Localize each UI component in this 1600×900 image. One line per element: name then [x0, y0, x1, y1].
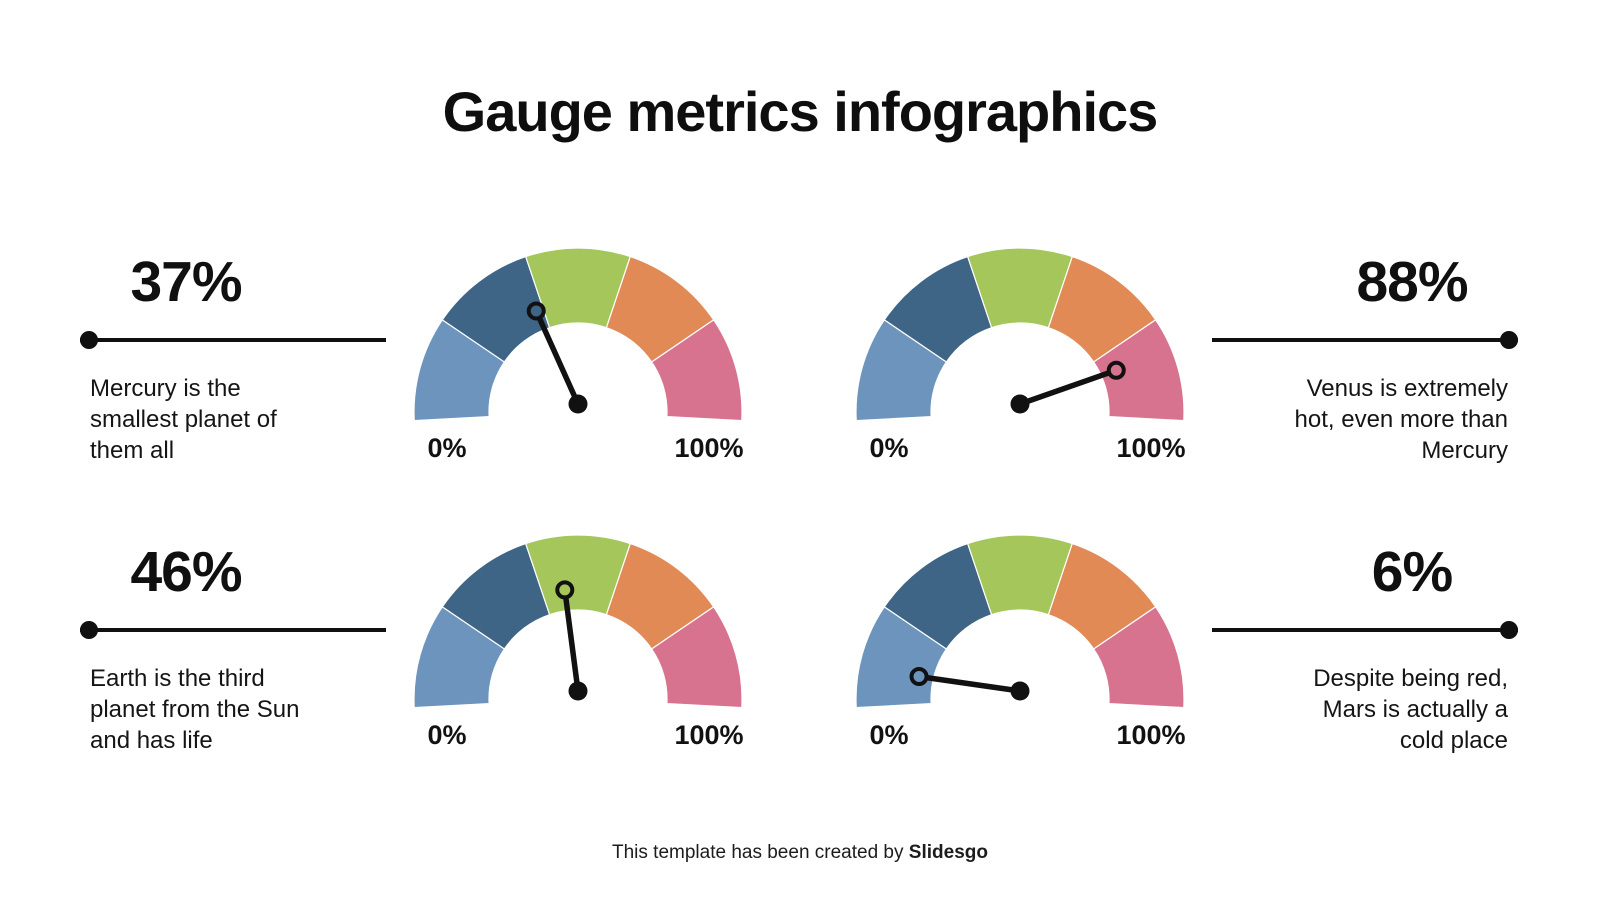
stat-divider-dot — [1500, 331, 1518, 349]
stat-value: 37% — [130, 250, 242, 314]
gauge-max-label: 100% — [1116, 433, 1185, 463]
stat-value: 6% — [1371, 540, 1453, 604]
gauge-chart-venus: 0% 100% — [855, 247, 1186, 463]
footer-text: This template has been created by — [612, 842, 909, 863]
stat-divider — [1212, 621, 1518, 639]
footer-brand: Slidesgo — [908, 842, 988, 863]
gauge-segment-pink — [650, 318, 743, 422]
stat-divider — [80, 621, 386, 639]
gauge-needle-pivot-icon — [568, 681, 588, 701]
gauge-needle-pivot-icon — [1010, 681, 1030, 701]
gauge-needle-pivot-icon — [568, 394, 588, 414]
gauge-needle-line — [536, 315, 581, 407]
gauge-needle-tip-icon — [555, 580, 575, 600]
stat-divider — [80, 331, 386, 349]
stat-divider-dot — [1500, 621, 1518, 639]
gauge-segment-pink — [650, 605, 743, 709]
gauge-chart-mercury: 0% 100% — [413, 247, 744, 463]
stat-divider-dot — [80, 331, 98, 349]
stat-divider-dot — [80, 621, 98, 639]
gauge-min-label: 0% — [427, 433, 466, 463]
stat-block-earth: 46% Earth is the third planet from the S… — [80, 544, 386, 756]
gauge-needle-tip-icon — [909, 667, 929, 687]
gauge-min-label: 0% — [869, 720, 908, 750]
gauge-needle-pivot-icon — [1010, 394, 1030, 414]
gauge-min-label: 0% — [427, 720, 466, 750]
gauge-max-label: 100% — [674, 433, 743, 463]
gauge-needle-tip-icon — [1106, 360, 1126, 380]
gauge-segment-pink — [1092, 605, 1185, 709]
footer-credit: This template has been created by Slides… — [0, 842, 1600, 864]
stat-divider — [1212, 331, 1518, 349]
gauge-segments — [855, 247, 1185, 422]
gauge-chart-earth: 0% 100% — [413, 534, 744, 750]
page-title: Gauge metrics infographics — [442, 80, 1159, 143]
gauge-needle-line — [563, 595, 581, 694]
stat-block-mars: 6% Despite being red, Mars is actually a… — [1212, 544, 1518, 756]
stat-description: Mercury is the smallest planet of them a… — [90, 375, 277, 464]
stat-block-venus: 88% Venus is extremely hot, even more th… — [1212, 254, 1518, 466]
stat-value: 46% — [130, 540, 242, 604]
stat-description: Venus is extremely hot, even more than M… — [1294, 375, 1508, 464]
stat-description: Despite being red, Mars is actually a co… — [1313, 665, 1508, 754]
stat-block-mercury: 37% Mercury is the smallest planet of th… — [80, 254, 386, 466]
stat-value: 88% — [1356, 250, 1468, 314]
gauge-needle-line — [924, 674, 1023, 694]
gauge-needle-line — [1017, 370, 1111, 407]
gauge-max-label: 100% — [674, 720, 743, 750]
gauge-max-label: 100% — [1116, 720, 1185, 750]
gauge-segments — [413, 247, 743, 422]
gauge-min-label: 0% — [869, 433, 908, 463]
gauge-segments — [413, 534, 743, 709]
gauge-needle-tip-icon — [526, 301, 546, 321]
stat-description: Earth is the third planet from the Sun a… — [90, 665, 300, 754]
gauge-chart-mars: 0% 100% — [855, 534, 1186, 750]
